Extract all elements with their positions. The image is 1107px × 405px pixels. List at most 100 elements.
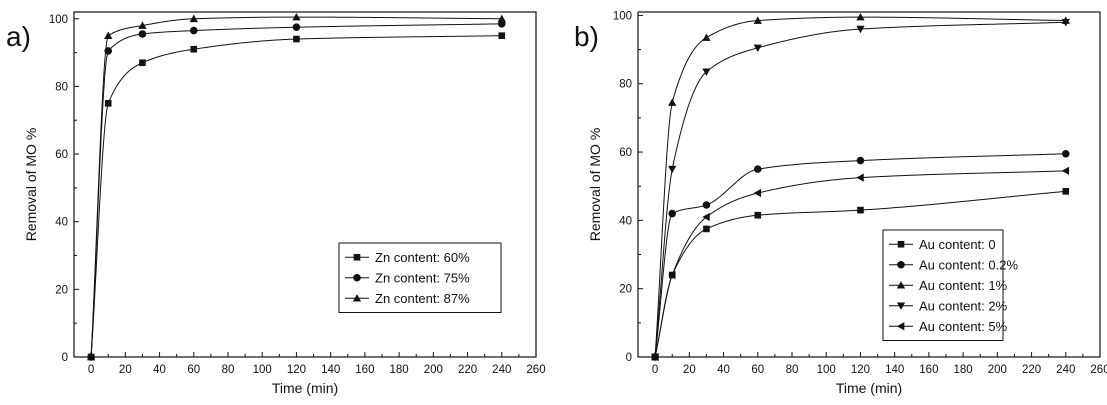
legend-marker xyxy=(896,322,905,331)
y-tick-label: 40 xyxy=(619,215,632,227)
data-point xyxy=(753,165,762,173)
legend-label: Au content: 2% xyxy=(919,298,1008,313)
y-tick-label: 20 xyxy=(55,284,68,296)
plot-frame xyxy=(637,11,1101,358)
data-point xyxy=(86,352,96,361)
x-tick-label: 180 xyxy=(390,364,409,376)
data-point xyxy=(702,201,711,209)
x-tick-label: 260 xyxy=(1090,364,1107,376)
x-tick-label: 0 xyxy=(652,364,658,376)
data-point xyxy=(1061,149,1070,158)
data-point xyxy=(1061,166,1070,175)
data-point xyxy=(293,35,300,43)
y-tick-label: 80 xyxy=(55,81,68,93)
legend-marker xyxy=(897,240,905,248)
panel-a-letter: a) xyxy=(6,21,31,52)
legend-label: Zn content: 75% xyxy=(375,270,470,285)
y-axis-title: Removal of MO % xyxy=(587,128,603,242)
data-point xyxy=(104,31,113,39)
data-point xyxy=(138,30,147,38)
x-tick-label: 40 xyxy=(153,364,166,376)
data-point xyxy=(292,23,301,32)
data-point xyxy=(104,100,112,107)
y-tick-label: 60 xyxy=(55,149,68,161)
data-point xyxy=(702,212,710,222)
y-tick-label: 40 xyxy=(55,217,68,229)
data-point xyxy=(189,14,198,23)
x-tick-label: 100 xyxy=(253,364,272,376)
data-point xyxy=(668,270,676,280)
x-tick-label: 220 xyxy=(1022,364,1041,376)
x-axis-title: Time (min) xyxy=(836,380,902,396)
data-point xyxy=(138,21,147,29)
x-tick-label: 0 xyxy=(88,364,94,376)
data-point xyxy=(668,98,677,106)
data-point xyxy=(856,156,865,165)
x-tick-label: 20 xyxy=(119,364,132,376)
data-point xyxy=(189,26,198,35)
legend-marker xyxy=(352,294,362,302)
x-tick-label: 120 xyxy=(287,364,306,376)
data-point xyxy=(702,33,711,41)
data-point xyxy=(856,12,865,21)
x-axis-title: Time (min) xyxy=(272,380,338,396)
data-point xyxy=(753,188,762,198)
legend-marker xyxy=(896,281,906,289)
y-tick-label: 0 xyxy=(62,352,68,364)
x-tick-label: 60 xyxy=(751,364,764,376)
x-tick-label: 20 xyxy=(683,364,696,376)
data-point xyxy=(856,173,864,182)
data-point xyxy=(703,225,710,233)
legend-label: Zn content: 60% xyxy=(375,250,470,265)
plot-frame xyxy=(73,11,537,358)
x-tick-label: 240 xyxy=(1056,364,1075,376)
y-tick-label: 80 xyxy=(619,79,632,91)
x-tick-label: 220 xyxy=(458,364,477,376)
x-tick-label: 80 xyxy=(222,364,235,376)
legend-label: Au content: 0 xyxy=(919,237,996,252)
data-point xyxy=(498,32,506,39)
y-tick-label: 100 xyxy=(49,14,68,26)
panel-b-letter: b) xyxy=(574,21,599,52)
data-point xyxy=(292,12,301,21)
x-tick-label: 240 xyxy=(492,364,511,376)
y-axis-title: Removal of MO % xyxy=(23,128,39,242)
legend-label: Zn content: 87% xyxy=(375,291,470,306)
x-tick-label: 260 xyxy=(526,364,545,376)
y-tick-label: 100 xyxy=(613,10,632,22)
data-point xyxy=(857,206,864,214)
x-tick-label: 60 xyxy=(187,364,200,376)
legend-marker xyxy=(353,273,361,282)
data-point xyxy=(856,25,865,34)
x-tick-label: 80 xyxy=(786,364,799,376)
x-tick-label: 200 xyxy=(988,364,1007,376)
x-tick-label: 160 xyxy=(355,364,374,376)
data-point xyxy=(497,14,506,23)
data-point xyxy=(650,352,659,362)
data-point xyxy=(190,45,198,53)
x-tick-label: 140 xyxy=(321,364,340,376)
legend-marker xyxy=(353,253,361,261)
legend-label: Au content: 5% xyxy=(919,319,1008,334)
chart-panel-b: 0 20 40 60 80 100 120 140 160 180 200 220 240 260 0 20 4… xyxy=(587,10,1107,396)
legend-marker xyxy=(897,260,905,269)
x-tick-label: 120 xyxy=(851,364,870,376)
chart-panel-a: 0 20 40 60 80 100 120 140 160 180 200 220 240 260 0 20 4… xyxy=(23,11,546,396)
x-tick-label: 200 xyxy=(424,364,443,376)
x-tick-label: 140 xyxy=(885,364,904,376)
legend-label: Au content: 1% xyxy=(919,278,1008,293)
y-tick-label: 0 xyxy=(626,352,632,364)
y-tick-label: 20 xyxy=(619,284,632,296)
data-point xyxy=(1062,188,1070,195)
data-point xyxy=(139,59,146,67)
y-tick-label: 60 xyxy=(619,147,632,159)
data-point xyxy=(668,209,677,218)
data-point xyxy=(702,68,711,76)
x-tick-label: 160 xyxy=(919,364,938,376)
data-point xyxy=(668,165,677,174)
legend-marker xyxy=(896,302,906,310)
x-tick-label: 180 xyxy=(954,364,973,376)
data-point xyxy=(1061,18,1070,27)
x-tick-label: 100 xyxy=(817,364,836,376)
